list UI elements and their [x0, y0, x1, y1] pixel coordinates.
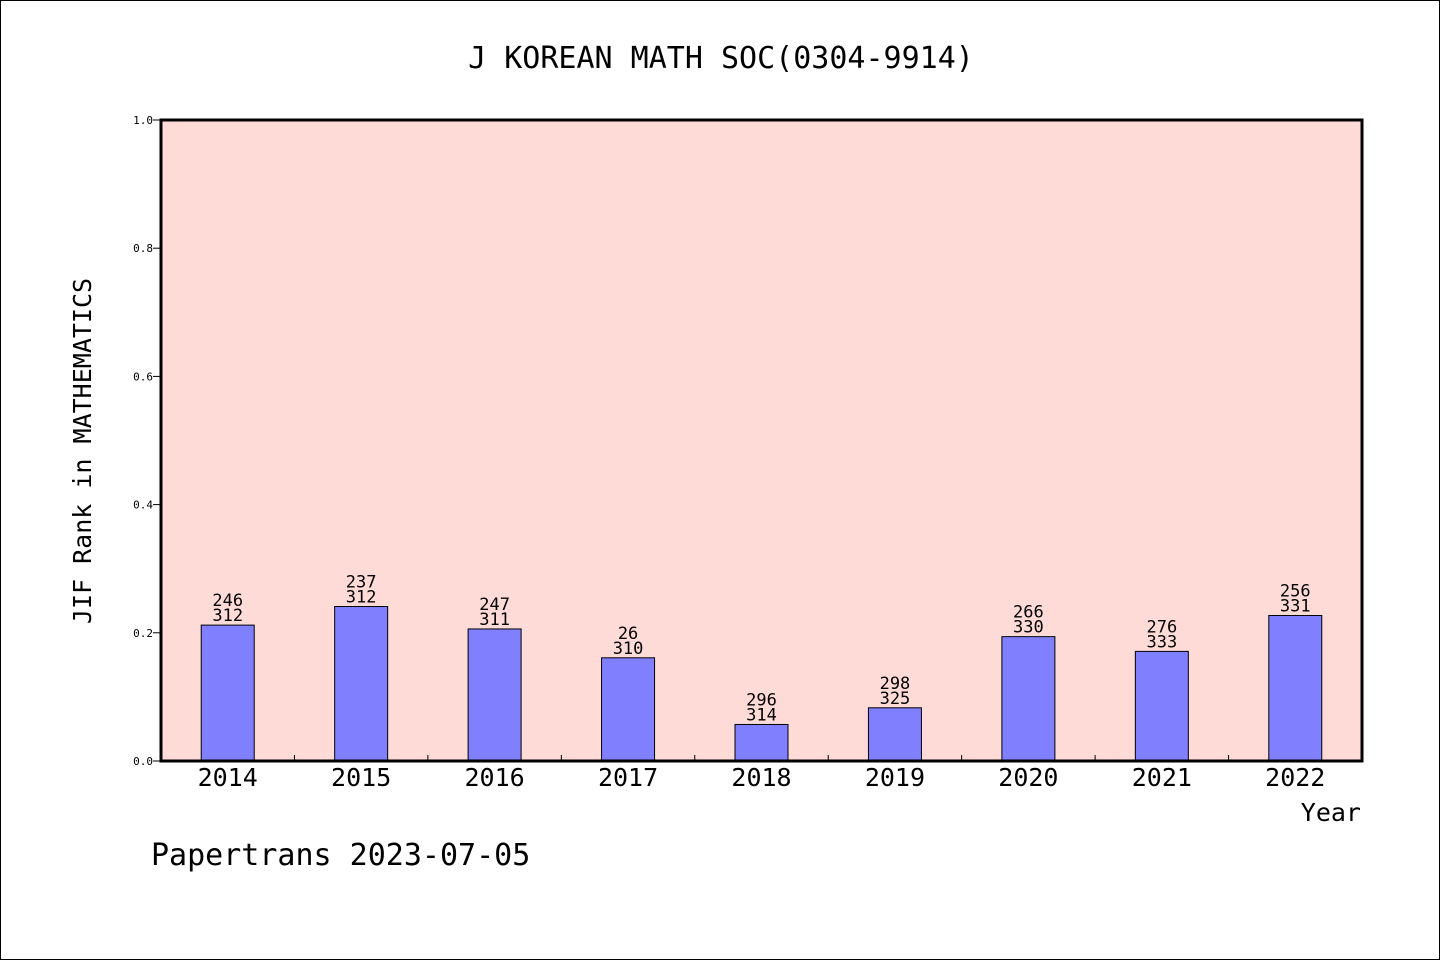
plot-border [159, 118, 1364, 763]
y-tick-label: 0.8 [133, 242, 153, 255]
bar-label-rank: 266 [1013, 603, 1044, 623]
bar-label-rank: 256 [1280, 581, 1311, 601]
chart-title: J KOREAN MATH SOC(0304-9914) [468, 41, 974, 76]
bar-label-rank: 247 [479, 595, 510, 615]
footer-credit: Papertrans 2023-07-05 [151, 838, 530, 873]
bar-label-rank: 296 [746, 690, 777, 710]
x-tick-label: 2022 [1265, 763, 1325, 792]
bar-label-rank: 276 [1146, 617, 1177, 637]
bar-2018 [734, 723, 789, 762]
bar-label-total: 310 [613, 639, 644, 659]
bar-label-total: 314 [746, 705, 777, 725]
bar-label-total: 325 [880, 689, 911, 709]
bar-2014 [200, 624, 255, 762]
y-tick-label: 0.2 [133, 627, 153, 640]
y-tick-label: 0.4 [133, 499, 153, 512]
x-tick-label: 2016 [465, 763, 525, 792]
x-tick-label: 2020 [998, 763, 1058, 792]
bar-2017 [601, 657, 656, 762]
bar-2022 [1268, 614, 1323, 762]
bar-label-total: 330 [1013, 618, 1044, 638]
bar-2019 [867, 707, 922, 762]
bar-2016 [467, 628, 522, 762]
bar-label-total: 333 [1146, 632, 1177, 652]
x-axis: 2014 2015 2016 2017 2018 2019 2020 2021 2022 [198, 755, 1325, 792]
x-axis-label: Year [1301, 798, 1361, 827]
bar-label-total: 312 [212, 606, 243, 626]
bar-2020 [1001, 636, 1056, 762]
bar-label-total: 311 [479, 610, 510, 630]
x-tick-label: 2019 [865, 763, 925, 792]
bar-label-rank: 298 [880, 674, 911, 694]
x-tick-label: 2018 [731, 763, 791, 792]
x-tick-label: 2017 [598, 763, 658, 792]
x-tick-label: 2021 [1132, 763, 1192, 792]
bar-label-rank: 237 [346, 573, 377, 593]
bar-2021 [1134, 650, 1189, 762]
y-axis: 0.0 0.2 0.4 0.6 0.8 1.0 [133, 114, 161, 768]
bar-label-total: 331 [1280, 596, 1311, 616]
x-tick-label: 2014 [198, 763, 258, 792]
y-axis-label: JIF Rank in MATHEMATICS [68, 278, 97, 624]
y-tick-label: 0.0 [133, 755, 153, 768]
bar-label-rank: 26 [618, 624, 638, 644]
bar-label-rank: 246 [212, 591, 243, 611]
bar-2015 [334, 606, 389, 762]
x-tick-label: 2015 [331, 763, 391, 792]
bar-label-total: 312 [346, 588, 377, 608]
y-tick-label: 1.0 [133, 114, 153, 127]
y-tick-label: 0.6 [133, 370, 153, 383]
bars [200, 606, 1323, 762]
